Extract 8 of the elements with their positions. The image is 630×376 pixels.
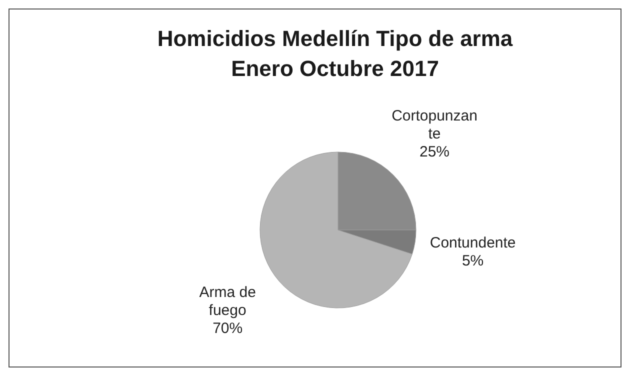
pie-slice <box>260 152 412 308</box>
data-label: 5% <box>462 252 484 270</box>
slice-label: Contundente <box>430 234 516 252</box>
data-label: 70% <box>212 320 243 338</box>
slice-label: Arma de fuego <box>199 284 256 320</box>
slice-label: Cortopunzante <box>392 107 478 142</box>
chart-title: Homicidios Medellín Tipo de arma Enero Octubre 2017 <box>157 26 514 81</box>
data-label: 25% <box>420 143 450 160</box>
